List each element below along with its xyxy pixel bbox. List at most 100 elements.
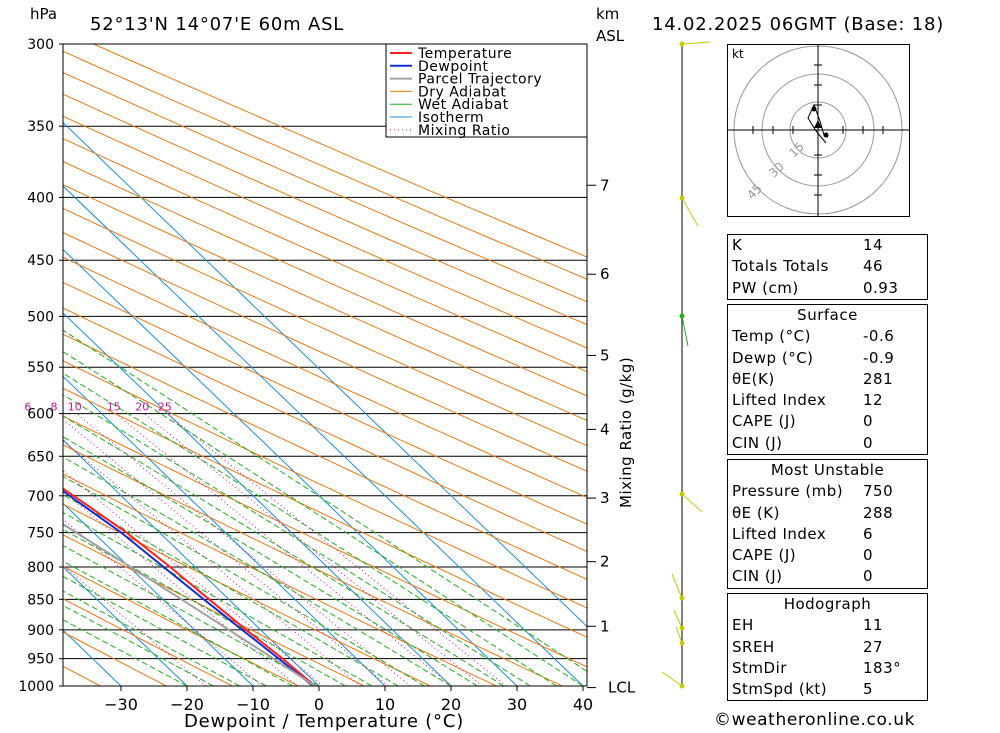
index-label: K <box>732 236 743 254</box>
pressure-tick-label: 750 <box>27 526 54 542</box>
dry-adiabat-line <box>63 387 587 638</box>
surface-value: 0 <box>863 433 874 452</box>
dry-adiabat-line <box>93 44 587 258</box>
wet-adiabat-line <box>63 475 425 686</box>
most-unstable-title: Most Unstable <box>770 461 885 479</box>
isotherm-line <box>63 185 584 686</box>
index-row-totals: Totals Totals 46 <box>728 256 927 277</box>
height-tick-label: 7 <box>600 176 610 194</box>
pressure-tick-label: 500 <box>27 309 54 325</box>
pressure-tick-label: 850 <box>27 592 54 608</box>
wind-barb <box>671 573 683 599</box>
wet-adiabat-line <box>63 436 478 686</box>
mu-value: 6 <box>863 524 874 543</box>
dry-adiabat-line <box>63 115 587 349</box>
temperature-tick-label: 0 <box>314 695 324 714</box>
pressure-tick-label: 800 <box>27 560 54 576</box>
temperature-tick-label: 30 <box>507 695 527 714</box>
location-title: 52°13'N 14°07'E 60m ASL <box>90 14 344 35</box>
temperature-curve <box>63 487 316 686</box>
sounding-curves <box>63 487 316 686</box>
mixing-ratio-label: 20 <box>135 401 149 414</box>
most-unstable-table: Most Unstable Pressure (mb) 750 θE (K) 288… <box>727 459 928 589</box>
index-label: Totals Totals <box>732 257 829 276</box>
wet-adiabat-line <box>63 394 531 686</box>
wind-barb <box>681 493 703 513</box>
surface-title: Surface <box>797 306 858 324</box>
x-axis-title: Dewpoint / Temperature (°C) <box>184 711 464 732</box>
axes: 1234681015202530035040045050055060065070… <box>18 37 635 714</box>
wet-adiabat-line <box>63 415 505 686</box>
mixing-ratio-line <box>63 440 362 686</box>
hodograph-point <box>823 132 829 138</box>
surface-table: Surface Temp (°C) -0.6 Dewp (°C) -0.9 θE(K… <box>727 304 928 456</box>
wet-adiabat-line <box>63 575 267 686</box>
height-tick-label: 4 <box>600 420 610 438</box>
storm-motion-marker <box>814 120 822 128</box>
wind-profile <box>661 41 711 689</box>
wet-adiabat-line <box>63 560 293 686</box>
wind-barb <box>681 197 699 227</box>
isotherm-line <box>63 566 188 686</box>
height-tick-label: 1 <box>600 617 610 635</box>
dry-adiabat-line <box>63 333 587 580</box>
dry-adiabat-line <box>63 598 233 686</box>
isotherm-line <box>63 502 254 686</box>
site-credit[interactable]: ©weatheronline.co.uk <box>714 710 916 730</box>
dry-adiabat-line <box>63 232 587 472</box>
dry-adiabat-line <box>63 281 587 525</box>
dry-adiabat-line <box>63 138 587 373</box>
grid-lines <box>63 44 587 686</box>
surface-label: CAPE (J) <box>732 412 797 431</box>
dry-adiabat-line <box>63 160 587 397</box>
pressure-tick-label: 350 <box>27 119 54 135</box>
isotherm-line <box>63 439 320 686</box>
parcel-trajectory-curve <box>63 522 316 686</box>
dry-adiabat-line <box>63 184 587 422</box>
dry-adiabat-line <box>63 415 587 668</box>
wet-adiabat-line <box>63 372 557 686</box>
isotherm-line <box>63 629 122 686</box>
pressure-tick-label: 300 <box>27 37 54 53</box>
hodo-label: EH <box>732 616 754 635</box>
surface-label: Lifted Index <box>732 391 827 410</box>
surface-value: 12 <box>863 391 884 410</box>
mixing-ratio-label: 10 <box>68 401 82 414</box>
pressure-tick-label: 700 <box>27 489 54 505</box>
mu-label: θE (K) <box>732 503 780 522</box>
dry-adiabat-line <box>63 307 587 553</box>
hodo-value: 183° <box>863 658 902 677</box>
dry-adiabat-line <box>63 93 587 326</box>
hodograph-table: Hodograph EH 11 SREH 27 StmDir 183° StmSpd … <box>727 593 928 702</box>
index-value: 46 <box>863 257 884 276</box>
hodograph-ring-label: 30 <box>766 159 787 180</box>
surface-value: 281 <box>863 369 894 388</box>
hodo-value: 27 <box>863 637 884 656</box>
dry-adiabat-line <box>63 503 431 686</box>
mixing-ratio-label: 15 <box>107 401 121 414</box>
mu-label: Pressure (mb) <box>732 482 844 501</box>
mixing-ratio-line <box>143 413 483 686</box>
dry-adiabat-line <box>63 631 167 686</box>
hodo-value: 11 <box>863 616 884 635</box>
temperature-tick-label: −10 <box>236 695 270 714</box>
temperature-tick-label: −20 <box>170 695 204 714</box>
legend-label: Isotherm <box>418 110 484 126</box>
dry-adiabat-line <box>63 207 587 447</box>
wind-barb <box>675 626 683 644</box>
height-unit-label: km <box>596 5 619 23</box>
dry-adiabat-line <box>63 360 587 609</box>
dry-adiabat-line <box>63 473 497 686</box>
hodo-value: 5 <box>863 680 874 699</box>
height-tick-label: 5 <box>600 346 610 364</box>
dry-adiabat-line <box>63 444 563 686</box>
legend-label: Mixing Ratio <box>418 123 510 139</box>
wind-barb <box>661 671 683 687</box>
mu-value: 0 <box>863 567 874 586</box>
mixing-ratio-axis-title: Mixing Ratio (g/kg) <box>617 357 635 508</box>
height-tick-label: 6 <box>600 265 610 283</box>
surface-label: θE(K) <box>732 369 775 388</box>
temperature-tick-label: 10 <box>375 695 395 714</box>
